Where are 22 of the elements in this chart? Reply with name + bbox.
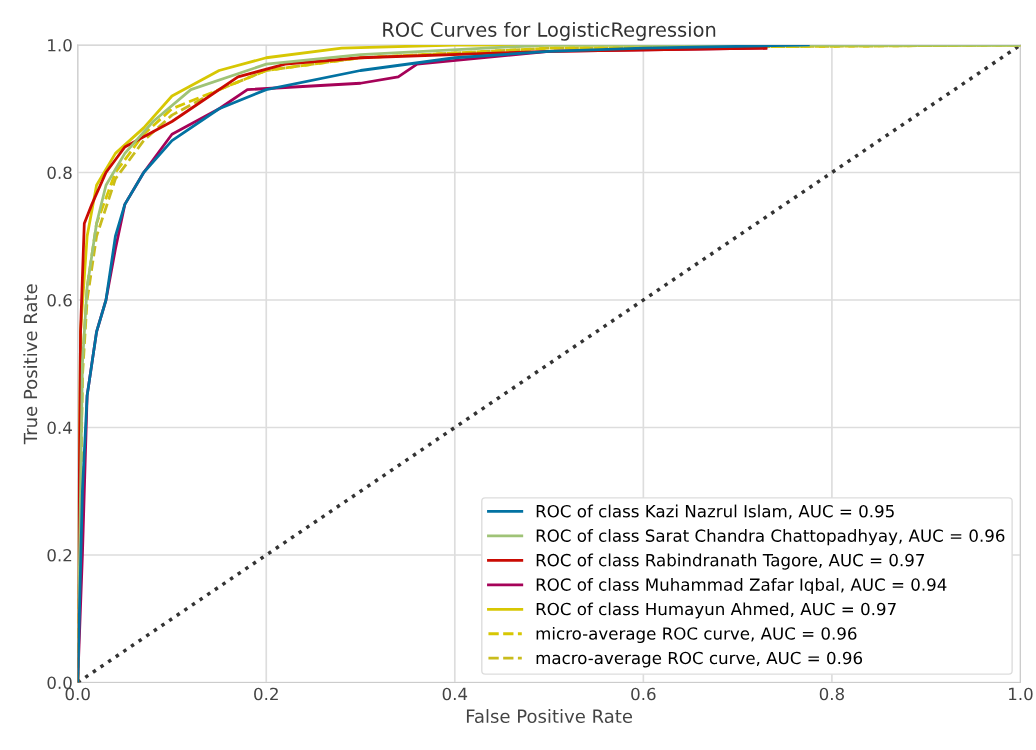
legend-label: ROC of class Kazi Nazrul Islam, AUC = 0.95 [536,504,894,520]
chart-title: ROC Curves for LogisticRegression [383,21,716,41]
y-tick-label: 0.4 [47,421,72,435]
legend-label: ROC of class Humayun Ahmed, AUC = 0.97 [536,602,896,619]
y-axis-title: True Positive Rate [23,284,38,445]
x-tick-label: 0.8 [819,687,845,701]
x-tick-label: 0.2 [254,687,278,701]
y-tick-label: 0.6 [47,293,72,307]
x-tick-label: 0.4 [442,687,468,701]
y-tick-label: 0.2 [47,548,72,562]
x-tick-label: 1.0 [1009,687,1033,701]
legend-label: macro-average ROC curve, AUC = 0.96 [536,651,863,668]
legend-label: ROC of class Muhammad Zafar Iqbal, AUC = 0.94 [536,577,947,595]
y-tick-label: 1.0 [48,38,72,52]
y-tick-label: 0.0 [47,676,72,690]
x-tick-label: 0.6 [631,687,656,701]
legend-label: micro-average ROC curve, AUC = 0.96 [536,626,857,644]
legend-label: ROC of class Rabindranath Tagore, AUC = 0.97 [536,553,925,570]
legend-label: ROC of class Sarat Chandra Chattopadhyay, AUC = 0.96 [536,529,1005,546]
x-tick-label: 0.0 [65,687,90,701]
y-tick-label: 0.8 [47,166,72,180]
x-axis-title: False Positive Rate [466,709,633,724]
